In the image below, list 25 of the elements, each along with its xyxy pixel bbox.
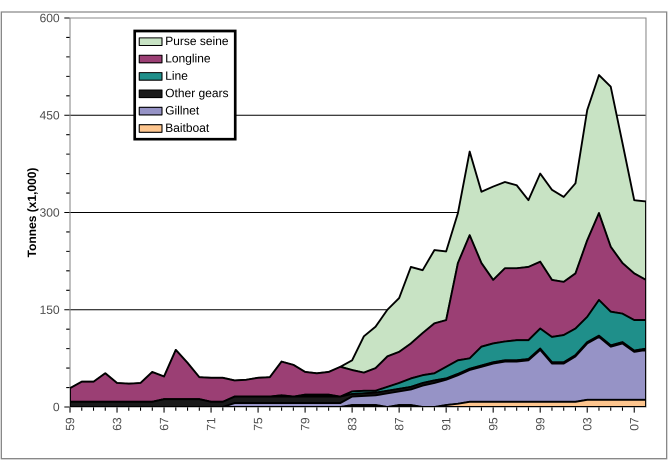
x-tick-label: 99 — [536, 418, 544, 430]
x-tick-label: 91 — [442, 418, 450, 430]
x-tick-label: 75 — [254, 418, 262, 430]
legend-label: Baitboat — [166, 123, 210, 132]
legend-label: Purse seine — [166, 36, 228, 46]
y-tick-label: 600 — [40, 14, 60, 22]
x-tick-label: 79 — [300, 418, 310, 430]
legend-label: Gillnet — [166, 106, 200, 115]
x-tick-label: 87 — [394, 418, 404, 430]
legend-label: Longline — [166, 54, 210, 65]
x-tick-label: 71 — [206, 418, 216, 430]
x-tick-label: 83 — [348, 418, 356, 430]
legend-label: Line — [166, 71, 188, 80]
y-tick-label: 0 — [53, 402, 60, 412]
y-tick-label: 450 — [40, 110, 60, 120]
x-tick-label: 67 — [160, 418, 168, 430]
y-tick-label: 300 — [40, 208, 60, 217]
x-tick-label: 07 — [630, 418, 638, 430]
x-tick-label: 95 — [488, 418, 498, 430]
x-tick-label: 03 — [582, 418, 592, 430]
x-tick-label: 59 — [66, 418, 74, 430]
legend-label: Other gears — [166, 88, 228, 100]
y-tick-label: 150 — [40, 305, 60, 314]
x-tick-label: 63 — [112, 418, 122, 430]
y-axis-title: Tonnes (x1,000) — [27, 168, 38, 258]
